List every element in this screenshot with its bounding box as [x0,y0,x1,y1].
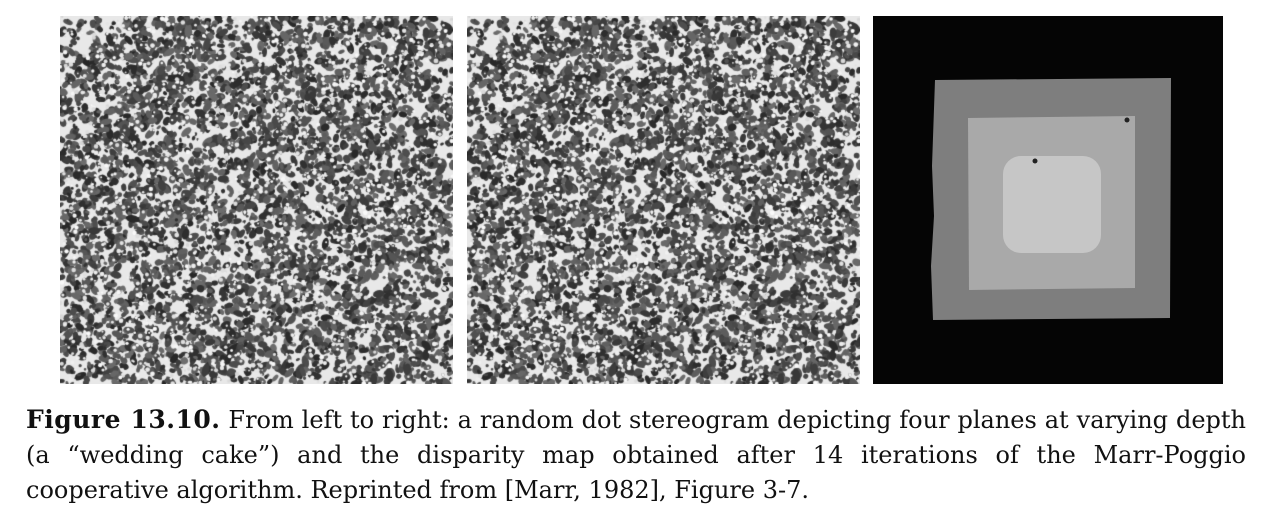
stereogram-left-image [60,16,453,384]
disparity-noise-dot [1124,117,1130,123]
stereogram-left-texture [60,16,453,384]
disparity-noise-dot [1032,158,1038,164]
figure-panels [60,16,1223,384]
disparity-map-image [873,16,1223,384]
figure-caption: Figure 13.10. From left to right: a rand… [26,402,1246,508]
disparity-plane-inner [1003,156,1101,253]
figure-label: Figure 13.10. [26,405,221,434]
stereogram-right-texture [467,16,860,384]
stereogram-right-image [467,16,860,384]
caption-text: From left to right: a random dot stereog… [26,406,1246,504]
disparity-map-svg [873,16,1223,384]
